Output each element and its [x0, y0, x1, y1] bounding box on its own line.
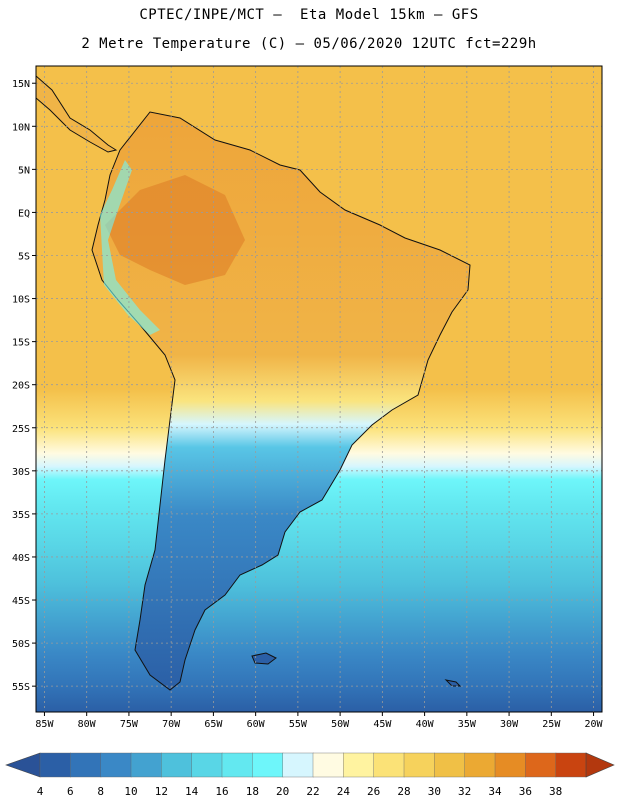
- colorbar-swatch: [221, 752, 254, 778]
- colorbar-swatch: [494, 752, 527, 778]
- colorbar-label: 24: [337, 785, 351, 798]
- latitude-tick-label: 15S: [12, 338, 30, 349]
- longitude-tick-label: 80W: [78, 719, 97, 730]
- colorbar-label: 32: [458, 785, 471, 798]
- colorbar-swatch: [343, 752, 375, 778]
- colorbar-swatch: [161, 752, 193, 778]
- colorbar-label: 16: [215, 785, 228, 798]
- temperature-colorbar: 4 6 8 10 12 14 16 18 20 22 24 26 28 30 32 34 36 38: [5, 752, 615, 798]
- map-panel: [36, 66, 602, 712]
- map-title-line-2: 2 Metre Temperature (C) – 05/06/2020 12U…: [81, 36, 537, 52]
- map-title-line-1: CPTEC/INPE/MCT – Eta Model 15km – GFS: [139, 7, 479, 23]
- colorbar-label: 28: [397, 785, 410, 798]
- colorbar-label: 18: [246, 785, 259, 798]
- warm-interior-region: [105, 175, 245, 285]
- colorbar-swatch: [282, 752, 314, 778]
- central-america-landmass: [36, 75, 118, 153]
- colorbar-swatch: [312, 752, 345, 778]
- longitude-tick-label: 55W: [289, 719, 308, 730]
- colorbar-label: 10: [124, 785, 137, 798]
- latitude-tick-label: 20S: [12, 381, 30, 392]
- longitude-tick-label: 85W: [35, 719, 54, 730]
- south-georgia-island: [444, 679, 462, 687]
- latitude-tick-label: 50S: [12, 639, 30, 650]
- colorbar-label: 30: [428, 785, 441, 798]
- colorbar-label: 36: [519, 785, 532, 798]
- colorbar-label: 12: [155, 785, 168, 798]
- colorbar-swatch: [464, 752, 496, 778]
- longitude-tick-label: 75W: [120, 719, 139, 730]
- colorbar-swatch: [70, 752, 102, 778]
- gridlines: [36, 66, 602, 712]
- longitude-tick-label: 70W: [162, 719, 181, 730]
- longitude-tick-label: 65W: [204, 719, 223, 730]
- latitude-tick-label: 45S: [12, 596, 30, 607]
- colorbar-label: 38: [549, 785, 562, 798]
- colorbar-label: 6: [67, 785, 74, 798]
- latitude-tick-label: 5N: [18, 165, 30, 176]
- colorbar-swatch: [39, 752, 72, 778]
- colorbar-swatch: [525, 752, 557, 778]
- latitude-tick-label: 40S: [12, 553, 30, 564]
- latitude-tick-label: 25S: [12, 424, 30, 435]
- colorbar-swatch: [191, 752, 223, 778]
- colorbar-label: 26: [367, 785, 380, 798]
- colorbar-swatch: [252, 752, 284, 778]
- colorbar-swatch: [130, 752, 163, 778]
- longitude-tick-label: 60W: [247, 719, 266, 730]
- longitude-tick-label: 35W: [458, 719, 477, 730]
- colorbar-label: 20: [276, 785, 289, 798]
- colorbar-label: 34: [488, 785, 502, 798]
- colorbar-swatch: [555, 752, 587, 778]
- colorbar-label: 14: [185, 785, 199, 798]
- longitude-tick-label: 30W: [500, 719, 519, 730]
- latitude-tick-label: 5S: [18, 251, 30, 262]
- latitude-tick-label: 35S: [12, 510, 30, 521]
- colorbar-label: 4: [37, 785, 44, 798]
- colorbar-low-arrow: [5, 752, 41, 778]
- falkland-islands: [251, 652, 277, 665]
- latitude-tick-label: 10N: [12, 122, 30, 133]
- axis-labels: 85W 80W 75W 70W 65W 60W 55W 50W 45W 40W 35W 30W 25W 2…: [12, 79, 604, 730]
- colorbar-swatch: [434, 752, 466, 778]
- andes-cool-strip: [100, 160, 160, 335]
- colorbar-high-arrow: [585, 752, 615, 778]
- longitude-tick-label: 50W: [331, 719, 350, 730]
- latitude-tick-label: 55S: [12, 682, 30, 693]
- longitude-tick-label: 45W: [373, 719, 392, 730]
- latitude-tick-label: 10S: [12, 295, 30, 306]
- longitude-tick-label: 20W: [585, 719, 604, 730]
- longitude-tick-label: 25W: [542, 719, 561, 730]
- latitude-tick-label: 30S: [12, 467, 30, 478]
- latitude-tick-label: 15N: [12, 79, 30, 90]
- colorbar-swatch: [373, 752, 405, 778]
- map-frame: [35, 65, 603, 713]
- colorbar-swatch: [403, 752, 436, 778]
- colorbar-label: 22: [306, 785, 319, 798]
- longitude-tick-label: 40W: [416, 719, 435, 730]
- colorbar-label: 8: [97, 785, 104, 798]
- latitude-tick-label: EQ: [18, 208, 30, 219]
- colorbar-swatch: [100, 752, 132, 778]
